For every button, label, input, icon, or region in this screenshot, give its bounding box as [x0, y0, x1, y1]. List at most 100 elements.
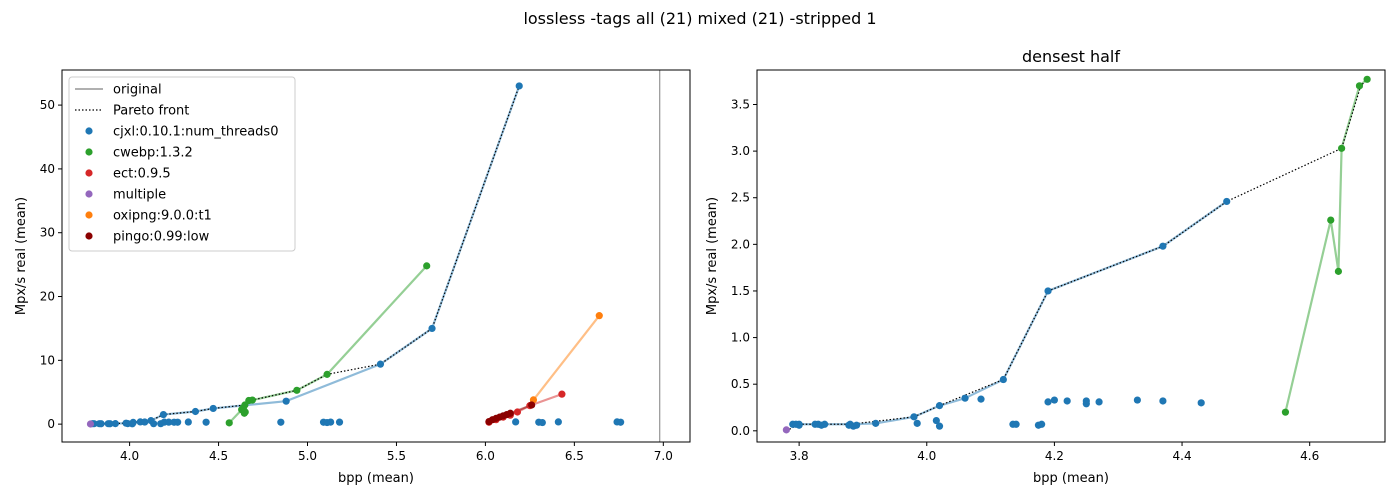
left-xtick-label: 4.0 [120, 449, 139, 463]
right-point-cjxl-0-10-1-num-threads0 [795, 421, 803, 429]
panel-left-xlabel: bpp (mean) [338, 471, 414, 486]
panel-left-frame [61, 69, 691, 443]
left-point-cjxl-0-10-1-num-threads0 [159, 410, 168, 419]
left-point-cjxl-0-10-1-num-threads0 [282, 397, 290, 405]
right-xtick-label: 3.8 [790, 449, 809, 463]
right-point-cwebp-1-3-2 [1363, 75, 1371, 83]
right-ytick-label: 0.0 [731, 424, 750, 438]
left-series-line-oxipng-9-0-0-t1 [532, 314, 601, 401]
legend-handle-multiple [85, 190, 93, 198]
panel-right-xlabel: bpp (mean) [1033, 471, 1109, 486]
right-point-cjxl-0-10-1-num-threads0 [1012, 420, 1020, 428]
right-point-cjxl-0-10-1-num-threads0 [852, 421, 861, 429]
right-point-cwebp-1-3-2 [1327, 216, 1335, 224]
left-point-cjxl-0-10-1-num-threads0 [209, 404, 217, 413]
left-point-cjxl-0-10-1-num-threads0 [515, 82, 523, 90]
left-point-cwebp-1-3-2 [241, 408, 249, 416]
left-point-cwebp-1-3-2 [323, 370, 331, 378]
left-xtick-label: 6.5 [565, 449, 584, 463]
legend-box [68, 76, 296, 252]
left-point-cwebp-1-3-2 [293, 386, 301, 394]
left-ytick-label: 10 [40, 353, 55, 367]
right-point-cjxl-0-10-1-num-threads0 [1050, 396, 1059, 404]
legend-label-original: original [113, 83, 162, 98]
left-xtick-label: 7.0 [654, 449, 673, 463]
legend-label-ect-0-9-5: ect:0.9.5 [113, 167, 171, 182]
left-point-cjxl-0-10-1-num-threads0 [174, 418, 182, 426]
left-point-ect-0-9-5 [513, 408, 522, 416]
left-point-cwebp-1-3-2 [225, 419, 233, 427]
right-ytick-label: 1.0 [731, 331, 750, 345]
right-point-cwebp-1-3-2 [1355, 82, 1364, 90]
right-point-cjxl-0-10-1-num-threads0 [1197, 399, 1205, 407]
right-point-cjxl-0-10-1-num-threads0 [1159, 397, 1167, 405]
right-point-cjxl-0-10-1-num-threads0 [1063, 397, 1071, 405]
left-point-cjxl-0-10-1-num-threads0 [106, 420, 114, 428]
left-point-cjxl-0-10-1-num-threads0 [538, 418, 546, 427]
right-series-line-cjxl-0-10-1-num-threads0 [792, 200, 1228, 426]
right-point-cjxl-0-10-1-num-threads0 [811, 420, 819, 428]
right-point-cjxl-0-10-1-num-threads0 [1223, 197, 1231, 206]
left-point-cjxl-0-10-1-num-threads0 [335, 418, 344, 426]
right-xtick-label: 4.4 [1173, 449, 1192, 463]
panel-left-series [86, 70, 661, 442]
right-ytick-label: 1.5 [731, 284, 750, 298]
panel-left: 4.0 4.5 5.0 5.5 6.0 6.5 7.0 0 10 20 30 40 50 bpp (me… [14, 69, 691, 486]
legend-handle-pingo-0-99-low [85, 232, 93, 240]
legend-label-cwebp-1-3-2: cwebp:1.3.2 [113, 146, 193, 161]
right-ytick-label: 3.5 [731, 97, 750, 111]
right-point-cjxl-0-10-1-num-threads0 [935, 402, 944, 410]
left-point-cjxl-0-10-1-num-threads0 [128, 420, 136, 428]
legend-handle-cwebp-1-3-2 [85, 148, 93, 156]
left-point-cjxl-0-10-1-num-threads0 [191, 407, 200, 416]
left-point-cjxl-0-10-1-num-threads0 [327, 418, 335, 426]
right-point-cwebp-1-3-2 [1338, 144, 1346, 152]
right-point-cjxl-0-10-1-num-threads0 [1038, 420, 1046, 428]
panel-right-ticks: 3.8 4.0 4.2 4.4 4.6 0.0 0.5 1.0 1.5 2.0 2.5 3.0 3.5 [731, 97, 1319, 463]
left-point-cjxl-0-10-1-num-threads0 [512, 418, 520, 426]
right-ytick-label: 2.0 [731, 237, 750, 251]
right-point-cwebp-1-3-2 [1281, 408, 1290, 416]
left-point-cjxl-0-10-1-num-threads0 [277, 418, 285, 426]
right-pareto-front-line [786, 78, 1368, 432]
left-xtick-label: 6.0 [476, 449, 495, 463]
right-point-cjxl-0-10-1-num-threads0 [1044, 398, 1052, 406]
right-point-cjxl-0-10-1-num-threads0 [1159, 242, 1167, 250]
right-ytick-label: 3.0 [731, 144, 750, 158]
right-point-cjxl-0-10-1-num-threads0 [1082, 397, 1090, 405]
left-ytick-label: 50 [40, 98, 55, 112]
left-point-cjxl-0-10-1-num-threads0 [165, 418, 173, 426]
figure-title: lossless -tags all (21) mixed (21) -stri… [523, 9, 876, 28]
right-ytick-label: 0.5 [731, 377, 750, 391]
left-point-ect-0-9-5 [558, 390, 566, 398]
left-point-multiple [86, 420, 95, 428]
left-xtick-label: 5.0 [298, 449, 317, 463]
left-xtick-label: 5.5 [387, 449, 406, 463]
left-point-cwebp-1-3-2 [423, 262, 431, 270]
panel-right-ylabel: Mpx/s real (mean) [705, 197, 720, 315]
panel-left-ylabel: Mpx/s real (mean) [14, 197, 29, 315]
left-ytick-label: 40 [40, 162, 55, 176]
right-point-cjxl-0-10-1-num-threads0 [1133, 396, 1141, 404]
left-series-line-cwebp-1-3-2 [228, 265, 428, 424]
left-point-pingo-0-99-low [528, 401, 536, 409]
right-point-cjxl-0-10-1-num-threads0 [935, 422, 944, 430]
right-point-cjxl-0-10-1-num-threads0 [910, 413, 918, 421]
right-point-cwebp-1-3-2 [1334, 267, 1343, 275]
left-point-pingo-0-99-low [506, 409, 514, 417]
left-point-cjxl-0-10-1-num-threads0 [554, 418, 562, 426]
panel-right-frame [756, 69, 1386, 443]
panel-left-ticks: 4.0 4.5 5.0 5.5 6.0 6.5 7.0 0 10 20 30 40 50 [40, 98, 673, 463]
left-point-oxipng-9-0-0-t1 [595, 312, 603, 320]
legend-label-multiple: multiple [113, 188, 166, 203]
left-point-cjxl-0-10-1-num-threads0 [428, 324, 436, 333]
right-ytick-label: 2.5 [731, 191, 750, 205]
legend-label-oxipng-9-0-0-t1: oxipng:9.0.0:t1 [113, 209, 212, 224]
left-ytick-label: 0 [47, 417, 55, 431]
left-point-cjxl-0-10-1-num-threads0 [376, 360, 385, 368]
right-point-cjxl-0-10-1-num-threads0 [999, 375, 1007, 384]
panel-right: densest half 3.8 4.0 4.2 4.4 4.6 0.0 0.5 1.0 1.5… [705, 47, 1386, 486]
legend-handle-ect-0-9-5 [85, 169, 93, 177]
legend-label-pingo-0-99-low: pingo:0.99:low [113, 230, 210, 245]
